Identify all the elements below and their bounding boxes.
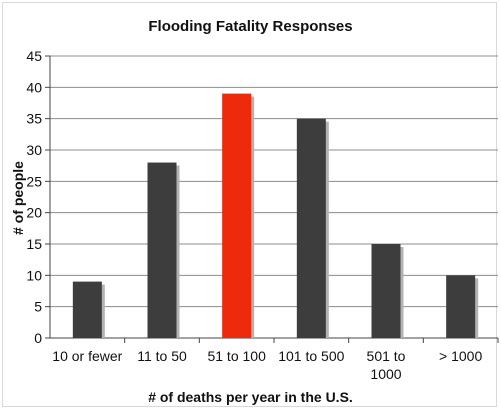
y-tick-label: 5 — [34, 299, 42, 315]
bar-3 — [222, 93, 252, 338]
y-tick-label: 10 — [26, 267, 42, 283]
x-tick-label: > 1000 — [439, 348, 482, 364]
y-tick-label: 40 — [26, 79, 42, 95]
x-tick-label: 501 to 1000 — [367, 348, 406, 382]
x-tick-label: 101 to 500 — [278, 348, 344, 364]
bar-1 — [72, 281, 102, 338]
bar-5 — [371, 244, 401, 338]
x-tick-label: 51 to 100 — [207, 348, 266, 364]
bar-6 — [446, 275, 476, 338]
y-tick-label: 20 — [26, 205, 42, 221]
chart-title: Flooding Fatality Responses — [148, 18, 353, 35]
x-tick-label: 11 to 50 — [137, 348, 187, 364]
y-tick-label: 45 — [26, 48, 42, 64]
x-tick-label: 10 or fewer — [52, 348, 122, 364]
bar-2 — [147, 162, 177, 338]
y-tick-label: 30 — [26, 142, 42, 158]
bar-4 — [296, 118, 326, 339]
y-tick-label: 35 — [26, 111, 42, 127]
y-tick-label: 0 — [34, 330, 42, 346]
x-axis-label: # of deaths per year in the U.S. — [148, 389, 353, 405]
y-tick-label: 15 — [26, 236, 42, 252]
y-tick-label: 25 — [26, 173, 42, 189]
